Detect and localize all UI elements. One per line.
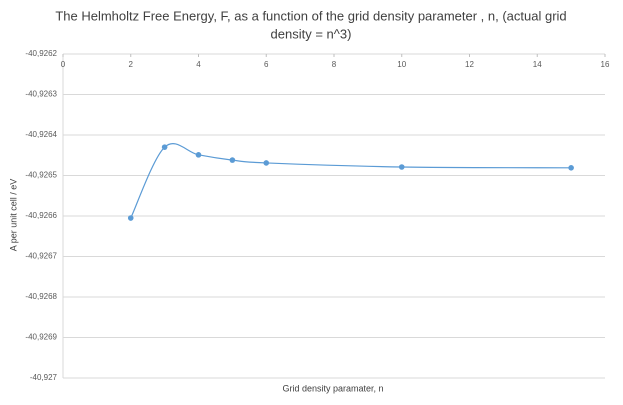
- chart-title: density = n^3): [271, 26, 352, 41]
- y-axis-label: A per unit cell / eV: [8, 179, 18, 252]
- y-tick-label: -40,9269: [25, 333, 57, 342]
- y-tick-label: -40,9268: [25, 292, 57, 301]
- chart-title: The Helmholtz Free Energy, F, as a funct…: [55, 8, 566, 23]
- x-tick-label: 10: [397, 60, 406, 69]
- x-tick-label: 14: [533, 60, 542, 69]
- x-tick-label: 12: [465, 60, 474, 69]
- x-tick-label: 0: [61, 60, 66, 69]
- y-tick-label: -40,927: [30, 373, 58, 382]
- y-tick-label: -40,9267: [25, 252, 57, 261]
- x-axis-label: Grid density paramater, n: [282, 383, 383, 393]
- y-tick-label: -40,9264: [25, 130, 57, 139]
- x-tick-label: 4: [196, 60, 201, 69]
- y-tick-label: -40,9265: [25, 171, 57, 180]
- y-tick-label: -40,9262: [25, 49, 57, 58]
- data-point: [195, 152, 202, 158]
- x-tick-label: 8: [332, 60, 337, 69]
- plot: [127, 143, 574, 221]
- x-tick-label: 6: [264, 60, 269, 69]
- x-tick-label: 16: [601, 60, 610, 69]
- data-point: [263, 160, 270, 166]
- data-point: [161, 144, 168, 150]
- data-point: [127, 215, 134, 221]
- x-tick-label: 2: [129, 60, 134, 69]
- data-point: [568, 165, 574, 171]
- y-tick-label: -40,9266: [25, 211, 57, 220]
- y-tick-label: -40,9263: [25, 90, 57, 99]
- data-point: [398, 164, 405, 170]
- data-point: [229, 157, 236, 163]
